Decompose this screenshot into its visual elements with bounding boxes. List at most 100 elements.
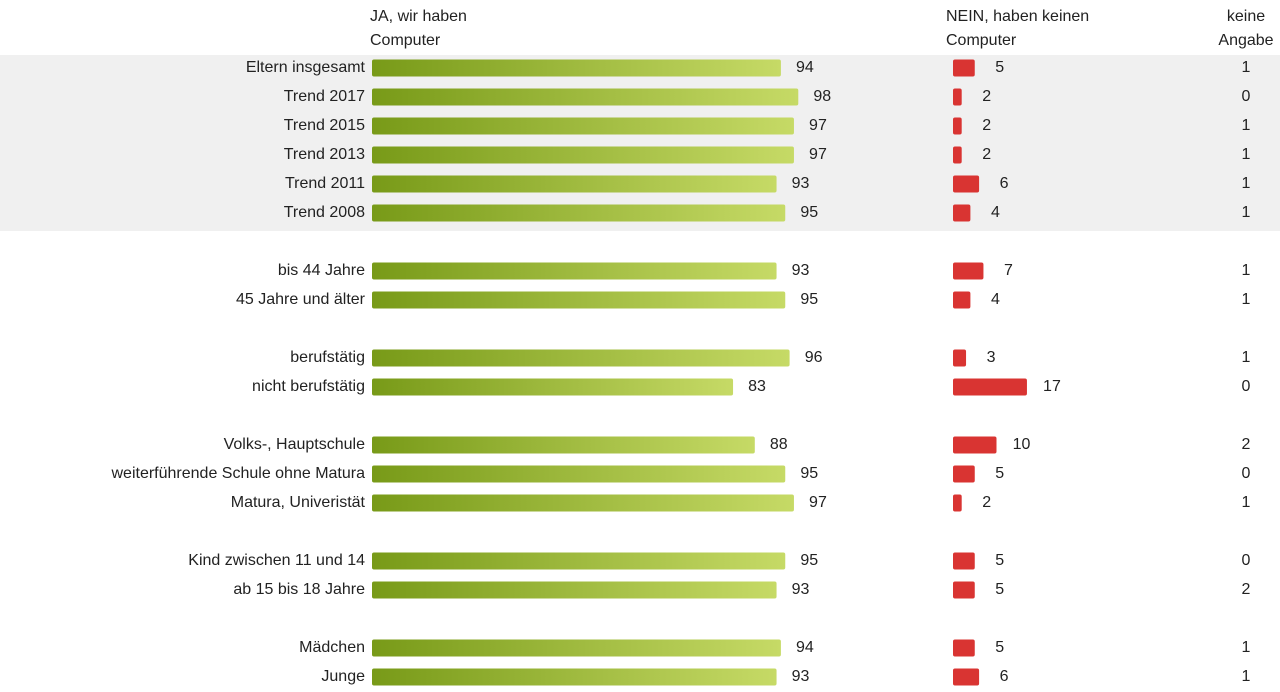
bar-ja — [372, 291, 786, 309]
bar-nein — [953, 88, 962, 106]
value-label: 6 — [1000, 175, 1009, 192]
value-label: 93 — [792, 581, 810, 598]
bar-ja — [372, 378, 734, 396]
bar-nein — [953, 262, 984, 280]
header-keine: keine Angabe — [1218, 8, 1274, 49]
bar-ja — [372, 465, 786, 483]
bar-ja — [372, 146, 794, 164]
value-label: 95 — [800, 465, 818, 482]
value-label: 5 — [995, 581, 1004, 598]
bar-ja — [372, 349, 790, 367]
value-label: 83 — [748, 378, 766, 395]
category-label: Trend 2017 — [284, 88, 365, 105]
value-label: 1 — [1242, 291, 1251, 308]
bar-nein — [953, 639, 975, 657]
bar-nein — [953, 668, 980, 686]
group-shade — [0, 55, 1280, 231]
value-label: 5 — [995, 59, 1004, 76]
value-label: 93 — [792, 668, 810, 685]
value-label: 1 — [1242, 146, 1251, 163]
category-label: Matura, Univeristät — [231, 494, 366, 511]
bar-nein — [953, 465, 975, 483]
category-label: Trend 2008 — [284, 204, 365, 221]
header-ja: JA, wir haben Computer — [370, 8, 467, 49]
category-label: Kind zwischen 11 und 14 — [188, 552, 365, 569]
category-label: nicht berufstätig — [252, 378, 365, 395]
category-label: Trend 2013 — [284, 146, 365, 163]
value-label: 17 — [1043, 378, 1061, 395]
category-label: Trend 2011 — [285, 175, 365, 192]
category-label: Mädchen — [299, 639, 365, 656]
value-label: 2 — [982, 494, 991, 511]
bar-ja — [372, 494, 794, 512]
bar-ja — [372, 59, 781, 77]
bar-nein — [953, 59, 975, 77]
value-label: 2 — [1242, 581, 1251, 598]
category-label: Eltern insgesamt — [246, 59, 366, 76]
category-label: berufstätig — [290, 349, 365, 366]
value-label: 1 — [1242, 668, 1251, 685]
value-label: 1 — [1242, 639, 1251, 656]
header-nein: NEIN, haben keinen Computer — [946, 8, 1090, 49]
value-label: 0 — [1242, 465, 1251, 482]
value-label: 1 — [1242, 175, 1251, 192]
value-label: 1 — [1242, 349, 1251, 366]
value-label: 97 — [809, 146, 827, 163]
bar-nein — [953, 204, 971, 222]
bar-nein — [953, 378, 1027, 396]
value-label: 2 — [1242, 436, 1251, 453]
value-label: 88 — [770, 436, 788, 453]
value-label: 1 — [1242, 494, 1251, 511]
category-label: weiterführende Schule ohne Matura — [111, 465, 366, 482]
value-label: 4 — [991, 204, 1000, 221]
bar-ja — [372, 262, 777, 280]
bar-ja — [372, 581, 777, 599]
value-label: 95 — [800, 204, 818, 221]
bar-nein — [953, 175, 980, 193]
bar-nein — [953, 436, 997, 454]
value-label: 0 — [1242, 88, 1251, 105]
value-label: 6 — [1000, 668, 1009, 685]
category-label: ab 15 bis 18 Jahre — [233, 581, 365, 598]
value-label: 4 — [991, 291, 1000, 308]
bar-nein — [953, 117, 962, 135]
value-label: 3 — [987, 349, 996, 366]
value-label: 96 — [805, 349, 823, 366]
bar-ja — [372, 88, 799, 106]
value-label: 0 — [1242, 378, 1251, 395]
bar-nein — [953, 581, 975, 599]
value-label: 1 — [1242, 117, 1251, 134]
value-label: 2 — [982, 117, 991, 134]
value-label: 93 — [792, 175, 810, 192]
value-label: 5 — [995, 639, 1004, 656]
value-label: 2 — [982, 88, 991, 105]
bar-ja — [372, 175, 777, 193]
value-label: 98 — [813, 88, 831, 105]
value-label: 2 — [982, 146, 991, 163]
bar-nein — [953, 146, 962, 164]
value-label: 5 — [995, 465, 1004, 482]
value-label: 95 — [800, 291, 818, 308]
category-label: Volks-, Hauptschule — [224, 436, 366, 453]
value-label: 1 — [1242, 262, 1251, 279]
value-label: 97 — [809, 117, 827, 134]
bar-ja — [372, 552, 786, 570]
bar-nein — [953, 552, 975, 570]
category-label: bis 44 Jahre — [278, 262, 365, 279]
category-label: Trend 2015 — [284, 117, 365, 134]
value-label: 10 — [1013, 436, 1031, 453]
bar-nein — [953, 291, 971, 309]
value-label: 0 — [1242, 552, 1251, 569]
bar-nein — [953, 494, 962, 512]
value-label: 97 — [809, 494, 827, 511]
value-label: 94 — [796, 639, 814, 656]
value-label: 5 — [995, 552, 1004, 569]
bar-nein — [953, 349, 967, 367]
category-label: 45 Jahre und älter — [236, 291, 366, 308]
value-label: 93 — [792, 262, 810, 279]
value-label: 95 — [800, 552, 818, 569]
category-label: Junge — [321, 668, 365, 685]
value-label: 1 — [1242, 204, 1251, 221]
